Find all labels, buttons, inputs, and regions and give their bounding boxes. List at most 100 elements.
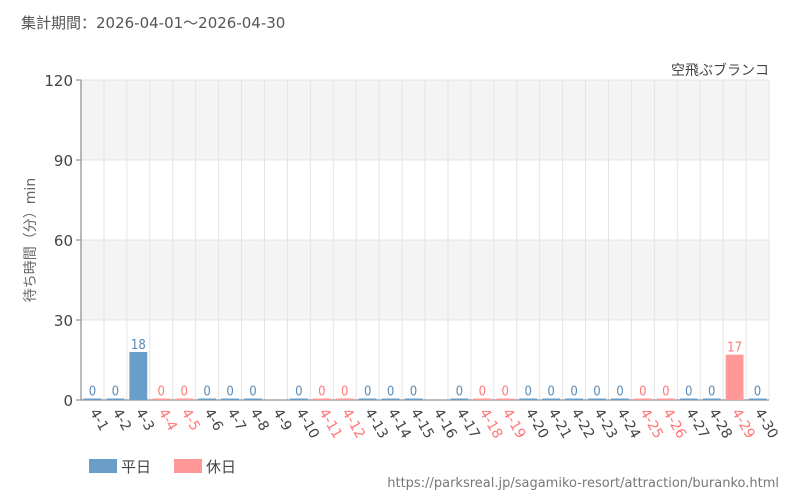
x-tick-label: 4-10 — [292, 406, 322, 442]
value-label: 0 — [295, 385, 302, 400]
x-tick-label: 4-17 — [453, 406, 483, 442]
x-tick-label: 4-25 — [636, 406, 666, 442]
x-tick-label: 4-30 — [751, 406, 781, 442]
value-label: 0 — [662, 385, 669, 400]
bar-4-29 — [725, 354, 744, 400]
bar-4-28 — [702, 398, 721, 400]
value-label: 0 — [341, 385, 348, 400]
chart-title: 空飛ぶブランコ — [671, 62, 769, 79]
bar-4-15 — [404, 398, 423, 400]
value-label: 0 — [479, 385, 486, 400]
x-tick-label: 4-28 — [705, 406, 735, 442]
bar-4-18 — [473, 398, 492, 400]
x-tick-label: 4-12 — [338, 406, 368, 442]
bar-4-13 — [358, 398, 377, 400]
value-label: 0 — [708, 385, 715, 400]
value-label: 0 — [547, 385, 554, 400]
value-label: 18 — [131, 338, 146, 353]
value-label: 0 — [226, 385, 233, 400]
bar-4-25 — [633, 398, 652, 400]
period-label: 集計期間：2026-04-01～2026-04-30 — [21, 14, 286, 32]
value-label: 0 — [112, 385, 119, 400]
value-label: 17 — [727, 341, 742, 356]
value-label: 0 — [524, 385, 531, 400]
bar-4-4 — [152, 398, 171, 400]
bar-4-24 — [610, 398, 629, 400]
bar-4-14 — [381, 398, 400, 400]
x-tick-label: 4-11 — [315, 406, 345, 442]
bar-4-5 — [175, 398, 194, 400]
bar-4-7 — [221, 398, 240, 400]
y-axis-label: 待ち時間（分）min — [23, 178, 39, 302]
bar-4-6 — [198, 398, 217, 400]
value-label: 0 — [158, 385, 165, 400]
bar-4-26 — [656, 398, 675, 400]
x-tick-label: 4-21 — [545, 406, 575, 442]
x-tick-label: 4-2 — [109, 406, 134, 434]
value-label: 0 — [593, 385, 600, 400]
x-tick-label: 4-20 — [522, 406, 552, 442]
x-tick-label: 4-26 — [659, 406, 689, 442]
value-label: 0 — [639, 385, 646, 400]
bar-4-27 — [679, 398, 698, 400]
value-label: 0 — [180, 385, 187, 400]
x-tick-label: 4-14 — [384, 406, 414, 442]
value-label: 0 — [364, 385, 371, 400]
x-tick-label: 4-27 — [682, 406, 712, 442]
x-tick-label: 4-15 — [407, 406, 437, 442]
y-tick-label: 120 — [44, 72, 73, 90]
x-tick-label: 4-13 — [361, 406, 391, 442]
bar-4-1 — [83, 398, 102, 400]
legend-swatch — [174, 459, 202, 473]
bar-4-2 — [106, 398, 125, 400]
bar-4-12 — [335, 398, 354, 400]
legend-label: 休日 — [206, 458, 236, 476]
bar-4-19 — [496, 398, 515, 400]
x-tick-label: 4-22 — [568, 406, 598, 442]
x-tick-label: 4-18 — [476, 406, 506, 442]
x-tick-label: 4-8 — [247, 406, 272, 434]
value-label: 0 — [754, 385, 761, 400]
x-tick-label: 4-16 — [430, 406, 460, 442]
x-tick-label: 4-6 — [201, 406, 226, 434]
value-label: 0 — [502, 385, 509, 400]
y-tick-label: 30 — [54, 312, 73, 330]
bar-4-17 — [450, 398, 469, 400]
legend-swatch — [89, 459, 117, 473]
x-tick-label: 4-5 — [178, 406, 203, 434]
value-label: 0 — [685, 385, 692, 400]
x-tick-label: 4-1 — [86, 406, 111, 434]
value-label: 0 — [249, 385, 256, 400]
legend-label: 平日 — [121, 458, 151, 476]
y-tick-label: 0 — [63, 392, 73, 410]
bar-4-21 — [542, 398, 561, 400]
x-tick-label: 4-23 — [591, 406, 621, 442]
x-tick-label: 4-3 — [132, 406, 157, 434]
value-label: 0 — [203, 385, 210, 400]
bar-4-20 — [519, 398, 538, 400]
x-tick-label: 4-7 — [224, 406, 249, 434]
y-tick-label: 60 — [54, 232, 73, 250]
value-label: 0 — [318, 385, 325, 400]
bar-4-22 — [565, 398, 584, 400]
bar-4-23 — [588, 398, 606, 400]
x-tick-label: 4-9 — [269, 406, 294, 434]
source-url[interactable]: https://parksreal.jp/sagamiko-resort/att… — [387, 476, 779, 491]
bar-4-3 — [129, 352, 148, 400]
value-label: 0 — [570, 385, 577, 400]
x-tick-label: 4-4 — [155, 406, 180, 434]
bar-4-10 — [289, 398, 308, 400]
x-tick-label: 4-24 — [613, 406, 643, 442]
y-tick-label: 90 — [54, 152, 73, 170]
x-tick-label: 4-29 — [728, 406, 758, 442]
value-label: 0 — [410, 385, 417, 400]
value-label: 0 — [616, 385, 623, 400]
bar-4-30 — [748, 398, 767, 400]
legend: 平日 休日 — [89, 458, 236, 476]
value-label: 0 — [387, 385, 394, 400]
x-tick-label: 4-19 — [499, 406, 529, 442]
bar-4-11 — [312, 398, 331, 400]
value-label: 0 — [456, 385, 463, 400]
value-label: 0 — [89, 385, 96, 400]
